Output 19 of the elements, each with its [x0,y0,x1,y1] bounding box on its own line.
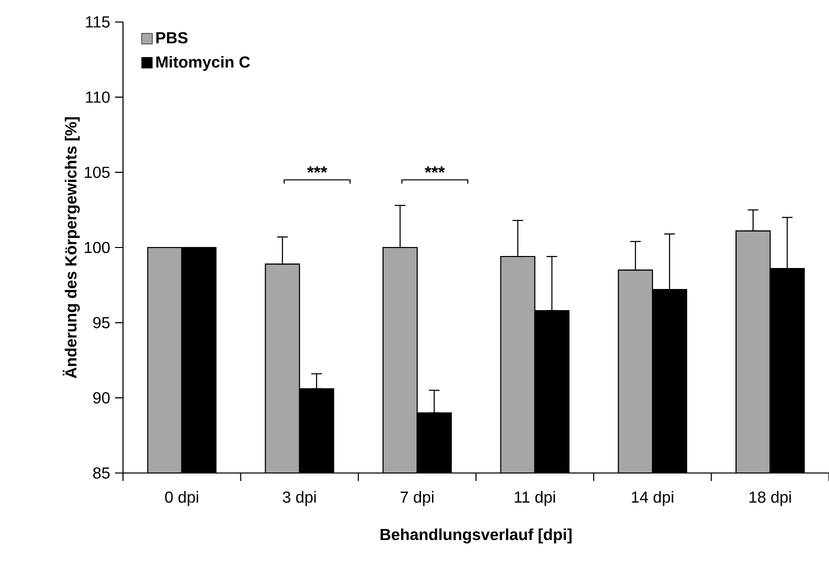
legend-label: Mitomycin C [156,56,250,71]
annotation: *** [424,166,445,173]
y-tick-label: 115 [86,16,110,28]
x-tick-label: 0 dpi [165,491,198,506]
y-tick-label: 100 [84,242,110,254]
annotation: *** [307,166,328,173]
y-tick-label: 95 [93,317,110,328]
y-tick-label: 90 [93,392,110,404]
x-tick-label: 18 dpi [750,491,791,506]
y-tick-label: 85 [93,467,110,479]
legend-label: PBS [156,32,188,44]
x-tick-label: 11 dpi [514,491,555,506]
x-axis-title: Behandlungsverlauf [dpi] [380,528,572,544]
x-tick-label: 3 dpi [282,491,316,506]
y-tick-label: 110 [86,92,110,103]
x-tick-label: 14 dpi [632,491,674,506]
x-tick-label: 7 dpi [400,491,434,506]
y-tick-label: 105 [84,166,110,178]
y-axis-title: Änderung des Körpergewichts [%] [62,117,80,378]
